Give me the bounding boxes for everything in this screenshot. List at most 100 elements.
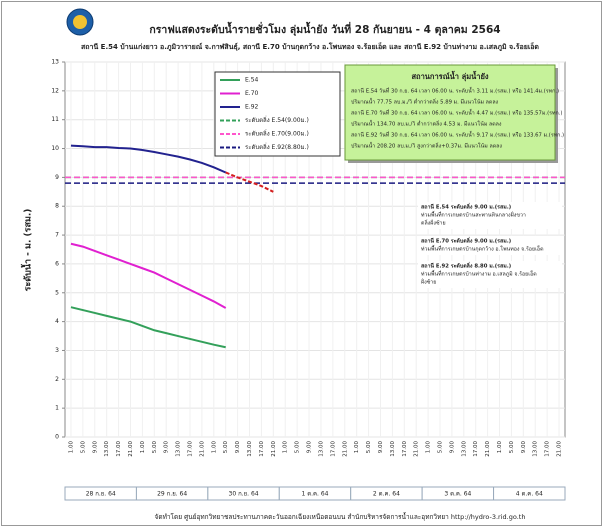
legend-label: ระดับตลิ่ง E.70(9.00ม.): [245, 130, 309, 138]
x-tick-label: 21.00: [199, 441, 205, 457]
x-tick-label: 9.00: [378, 441, 384, 454]
info-box: [344, 64, 556, 161]
info-line: ปริมาณน้ำ 77.75 ลบ.ม./วิ ต่ำกว่าตลิ่ง 5.…: [351, 98, 499, 106]
x-tick-label: 17.00: [188, 441, 194, 457]
y-axis-label: ระดับน้ำ - ม. (รสม.): [21, 209, 34, 292]
legend-label: ระดับตลิ่ง E.54(9.00ม.): [245, 116, 309, 124]
x-tick-label: 1.00: [354, 441, 360, 454]
series-line: [70, 242, 227, 309]
x-tick-label: 21.00: [271, 441, 277, 457]
x-tick-label: 21.00: [128, 441, 134, 457]
annotation-line: ท่วมพื้นที่การเกษตรบ้านสะพานหินกลางฝั่งข…: [421, 211, 526, 219]
annotation-box: [418, 236, 562, 255]
x-tick-label: 1.00: [68, 441, 74, 454]
x-tick-label: 1.00: [426, 441, 432, 454]
x-tick-label: 1.00: [211, 441, 217, 454]
x-tick-label: 21.00: [342, 441, 348, 457]
day-label: 4 ต.ค. 64: [516, 491, 543, 498]
annotation-line: สถานี E.70 ระดับตลิ่ง 9.00 ม.(รสม.): [421, 237, 511, 245]
logo: [66, 8, 94, 36]
y-tick-label: 7: [55, 232, 59, 239]
x-tick-label: 9.00: [235, 441, 241, 454]
y-tick-label: 4: [55, 318, 59, 325]
legend-label: ระดับตลิ่ง E.92(8.80ม.): [245, 143, 309, 151]
x-tick-label: 17.00: [402, 441, 408, 457]
y-tick-label: 9: [55, 174, 59, 181]
x-tick-label: 5.00: [295, 441, 301, 454]
x-tick-label: 13.00: [247, 441, 253, 457]
info-line: สถานี E.70 วันที่ 30 ก.ย. 64 เวลา 06.00 …: [351, 109, 562, 117]
info-title: สถานการณ์น้ำ ลุ่มน้ำยัง: [411, 70, 488, 81]
forecast-line: [225, 171, 274, 193]
x-tick-label: 13.00: [104, 441, 110, 457]
y-tick-label: 2: [55, 376, 59, 383]
x-tick-label: 13.00: [461, 441, 467, 457]
series-line: [70, 306, 226, 349]
day-label: 29 ก.ย. 64: [157, 491, 187, 498]
x-tick-label: 9.00: [164, 441, 170, 454]
y-tick-label: 12: [51, 87, 59, 94]
y-tick-label: 8: [55, 203, 59, 210]
x-tick-label: 13.00: [533, 441, 539, 457]
y-tick-label: 11: [51, 116, 59, 123]
legend-label: E.70: [245, 90, 259, 97]
legend-label: E.54: [245, 77, 259, 84]
legend-label: E.92: [245, 104, 259, 111]
x-tick-label: 9.00: [521, 441, 527, 454]
x-tick-label: 5.00: [152, 441, 158, 454]
x-tick-label: 13.00: [176, 441, 182, 457]
info-line: ปริมาณน้ำ 134.70 ลบ.ม./วิ ต่ำกว่าตลิ่ง 4…: [351, 120, 502, 128]
x-tick-label: 1.00: [497, 441, 503, 454]
x-tick-label: 9.00: [92, 441, 98, 454]
x-tick-label: 21.00: [485, 441, 491, 457]
y-tick-label: 5: [55, 289, 59, 296]
annotation-line: ท่วมพื้นที่การเกษตรบ้านท่างาม อ.เสลภูมิ …: [421, 270, 537, 278]
info-line: ปริมาณน้ำ 208.20 ลบ.ม./วิ สูงกว่าตลิ่ง+0…: [351, 142, 502, 150]
x-tick-label: 1.00: [140, 441, 146, 454]
day-label: 2 ต.ค. 64: [373, 491, 400, 498]
annotation-line: ตลิ่งฝั่งซ้าย: [421, 219, 446, 227]
annotation-line: ท่วมพื้นที่การเกษตรบ้านกุดกว้าง อ.โพนทอง…: [421, 245, 544, 253]
legend: [214, 71, 341, 157]
y-tick-label: 0: [55, 434, 59, 441]
day-label: 28 ก.ย. 64: [86, 491, 116, 498]
info-line: สถานี E.92 วันที่ 30 ก.ย. 64 เวลา 06.00 …: [351, 131, 564, 139]
annotation-box: [418, 261, 562, 288]
footer: จัดทำโดย ศูนย์อุทกวิทยาชลประทานภาคตะวันอ…: [155, 512, 526, 521]
x-tick-label: 9.00: [449, 441, 455, 454]
y-tick-label: 1: [55, 405, 59, 412]
chart-subtitle: สถานี E.54 บ้านแก่งยาว อ.ภูมิวารายณ์ จ.ก…: [81, 42, 539, 52]
x-tick-label: 5.00: [509, 441, 515, 454]
y-tick-label: 3: [55, 347, 59, 354]
annotation-line: สถานี E.54 ระดับตลิ่ง 9.00 ม.(รสม.): [421, 203, 511, 211]
y-tick-label: 13: [51, 59, 59, 66]
info-line: สถานี E.54 วันที่ 30 ก.ย. 64 เวลา 06.00 …: [351, 87, 559, 95]
x-tick-label: 17.00: [473, 441, 479, 457]
day-label: 3 ต.ค. 64: [444, 491, 471, 498]
annotation-line: สถานี E.92 ระดับตลิ่ง 8.80 ม.(รสม.): [421, 262, 511, 270]
x-tick-label: 9.00: [307, 441, 313, 454]
x-tick-label: 21.00: [414, 441, 420, 457]
series-line: [70, 144, 227, 174]
chart-title: กราฟแสดงระดับน้ำรายชั่วโมง ลุ่มน้ำยัง วั…: [149, 21, 500, 37]
x-tick-label: 17.00: [545, 441, 551, 457]
x-tick-label: 5.00: [223, 441, 229, 454]
y-tick-label: 6: [55, 260, 59, 267]
annotation-box: [418, 202, 562, 229]
x-tick-label: 17.00: [259, 441, 265, 457]
x-tick-label: 5.00: [438, 441, 444, 454]
annotation-line: ฝั่งซ้าย: [421, 278, 436, 286]
x-tick-label: 1.00: [283, 441, 289, 454]
x-tick-label: 17.00: [330, 441, 336, 457]
y-tick-label: 10: [51, 145, 59, 152]
x-tick-label: 13.00: [318, 441, 324, 457]
x-tick-label: 21.00: [557, 441, 563, 457]
x-tick-label: 13.00: [390, 441, 396, 457]
day-label: 1 ต.ค. 64: [302, 491, 329, 498]
x-tick-label: 17.00: [116, 441, 122, 457]
day-box: [493, 486, 566, 501]
day-label: 30 ก.ย. 64: [229, 491, 259, 498]
x-tick-label: 5.00: [80, 441, 86, 454]
x-tick-label: 5.00: [366, 441, 372, 454]
